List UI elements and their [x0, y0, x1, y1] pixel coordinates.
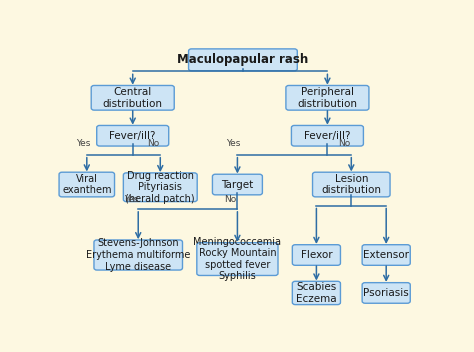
FancyBboxPatch shape [362, 245, 410, 265]
Text: Drug reaction
Pityriasis
(herald patch): Drug reaction Pityriasis (herald patch) [126, 171, 195, 204]
FancyBboxPatch shape [286, 86, 369, 110]
FancyBboxPatch shape [212, 174, 263, 195]
FancyBboxPatch shape [197, 243, 278, 276]
Text: Viral
exanthem: Viral exanthem [62, 174, 111, 195]
FancyBboxPatch shape [312, 172, 390, 197]
Text: Fever/ill?: Fever/ill? [304, 131, 351, 141]
FancyBboxPatch shape [123, 173, 197, 202]
Text: Scabies
Eczema: Scabies Eczema [296, 282, 337, 304]
Text: Psoriasis: Psoriasis [363, 288, 409, 298]
Text: Stevens-Johnson
Erythema multiforme
Lyme disease: Stevens-Johnson Erythema multiforme Lyme… [86, 238, 191, 272]
FancyBboxPatch shape [189, 49, 297, 71]
Text: No: No [147, 139, 159, 148]
Text: Yes: Yes [227, 139, 241, 148]
Text: No: No [224, 195, 236, 203]
FancyBboxPatch shape [94, 240, 182, 270]
Text: Yes: Yes [124, 195, 138, 203]
Text: Target: Target [221, 180, 254, 189]
Text: Yes: Yes [76, 139, 91, 148]
Text: Maculopapular rash: Maculopapular rash [177, 54, 309, 67]
FancyBboxPatch shape [91, 86, 174, 110]
Text: Peripheral
distribution: Peripheral distribution [297, 87, 357, 109]
Text: Extensor: Extensor [363, 250, 409, 260]
FancyBboxPatch shape [59, 172, 115, 197]
FancyBboxPatch shape [362, 283, 410, 303]
FancyBboxPatch shape [292, 245, 340, 265]
Text: Fever/ill?: Fever/ill? [109, 131, 156, 141]
Text: Lesion
distribution: Lesion distribution [321, 174, 381, 195]
FancyBboxPatch shape [97, 125, 169, 146]
Text: Meningococcemia
Rocky Mountain
spotted fever
Syphilis: Meningococcemia Rocky Mountain spotted f… [193, 237, 282, 282]
Text: Flexor: Flexor [301, 250, 332, 260]
Text: No: No [338, 139, 350, 148]
FancyBboxPatch shape [292, 125, 364, 146]
Text: Central
distribution: Central distribution [103, 87, 163, 109]
FancyBboxPatch shape [292, 281, 340, 304]
